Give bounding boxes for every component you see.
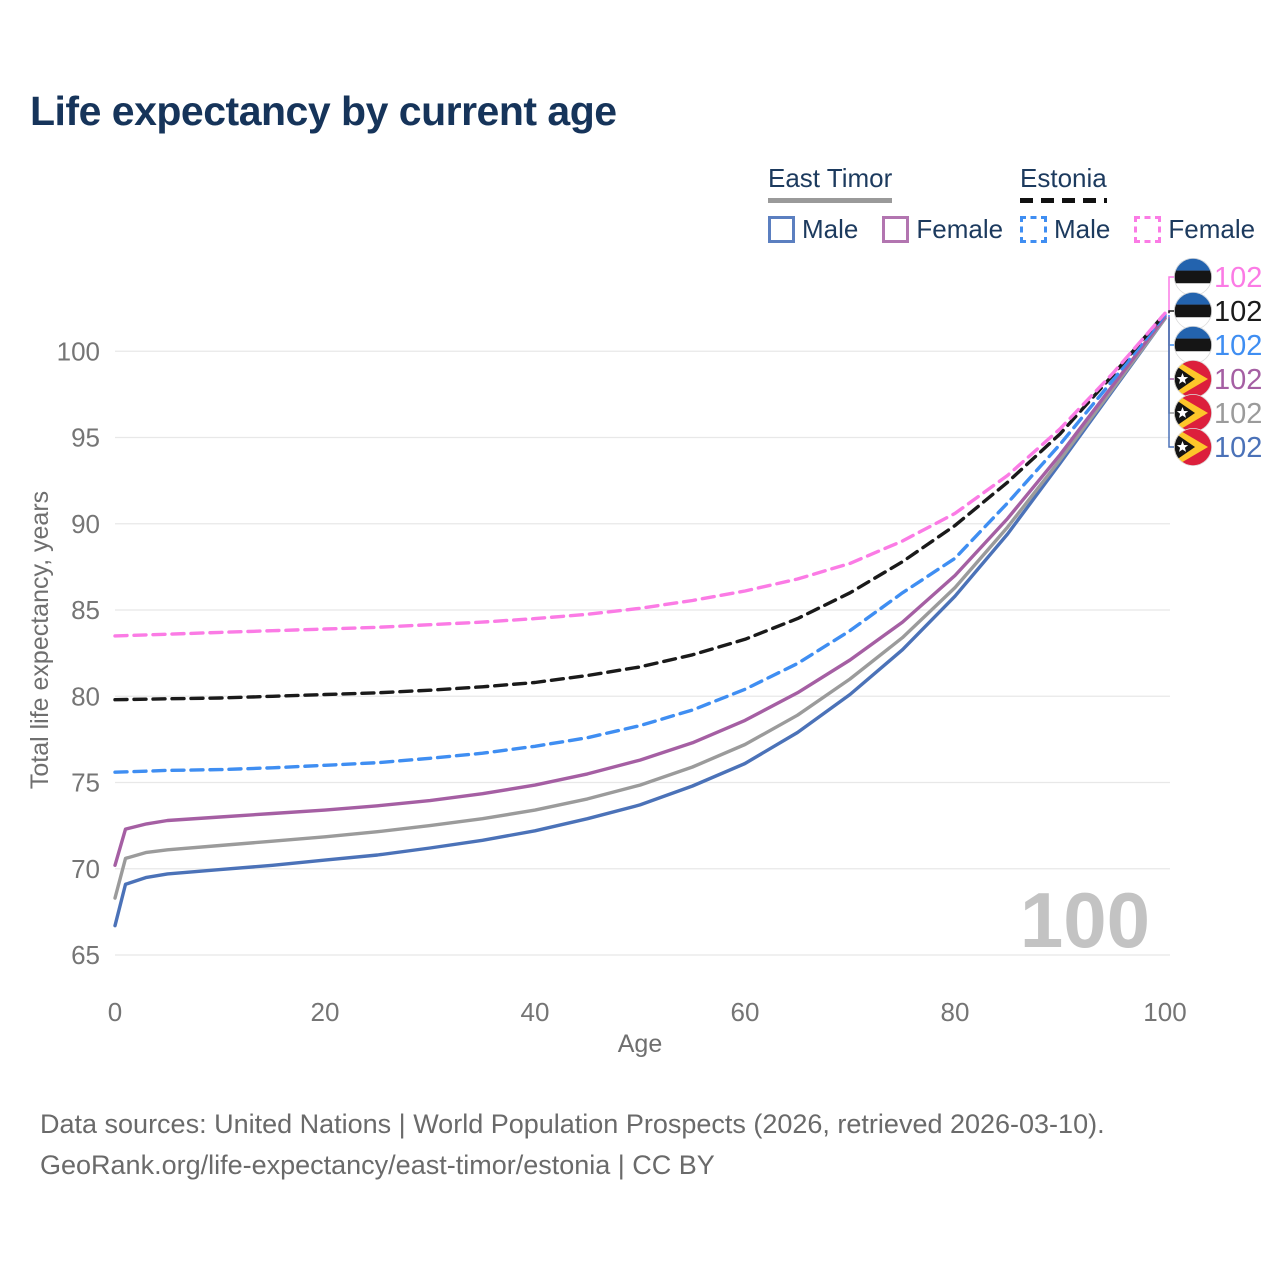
end-value-label: 102 — [1214, 262, 1262, 294]
age-counter-watermark: 100 — [1020, 876, 1150, 964]
series-line-east-timor-male — [113, 316, 1167, 928]
female-solid-swatch-icon — [882, 216, 910, 243]
x-axis-title: Age — [618, 1030, 662, 1058]
east-timor-flag-icon — [1173, 359, 1213, 399]
legend-group-east-timor: East Timor Male Female — [768, 163, 1003, 245]
east-timor-solid-line-swatch-icon — [768, 198, 893, 203]
y-axis-title: Total life expectancy, years — [26, 491, 54, 789]
x-tick-label: 0 — [108, 997, 122, 1027]
east-timor-flag-icon — [1173, 427, 1213, 467]
y-tick-label: 80 — [71, 681, 100, 711]
legend-group-estonia: Estonia Male Female — [1020, 163, 1255, 245]
female-dashed-swatch-icon — [1134, 216, 1162, 243]
series-line-estonia-male — [113, 313, 1167, 774]
footer-url-line: GeoRank.org/life-expectancy/east-timor/e… — [40, 1150, 715, 1180]
y-tick-label: 85 — [71, 595, 100, 625]
x-tick-label: 20 — [311, 997, 340, 1027]
end-value-label: 102 — [1214, 364, 1262, 396]
end-value-label: 102 — [1214, 296, 1262, 328]
y-tick-label: 95 — [71, 423, 100, 453]
legend-item-estonia-male[interactable]: Male — [1020, 214, 1110, 245]
end-label-connector — [1168, 318, 1174, 448]
series-line-east-timor-female — [113, 315, 1167, 867]
series-line-estonia-both — [113, 311, 1167, 702]
x-tick-label: 40 — [521, 997, 550, 1027]
estonia-flag-icon — [1173, 257, 1213, 297]
end-label-connector — [1168, 310, 1174, 314]
end-value-label: 102 — [1214, 398, 1262, 430]
male-dashed-swatch-icon — [1020, 216, 1047, 243]
x-tick-label: 100 — [1143, 997, 1186, 1027]
footer-source-line: Data sources: United Nations | World Pop… — [40, 1109, 1105, 1139]
legend-country-label-estonia: Estonia — [1020, 163, 1107, 203]
x-tick-label: 80 — [941, 997, 970, 1027]
end-value-label: 102 — [1214, 330, 1262, 362]
y-tick-label: 75 — [71, 768, 100, 798]
footer: Data sources: United Nations | World Pop… — [40, 1104, 1105, 1186]
east-timor-flag-icon — [1173, 393, 1213, 433]
series-line-estonia-female — [113, 311, 1167, 638]
y-tick-label: 100 — [57, 336, 100, 366]
y-tick-label: 90 — [71, 509, 100, 539]
legend-item-east-timor-female[interactable]: Female — [882, 214, 1003, 245]
legend-item-east-timor-male[interactable]: Male — [768, 214, 858, 245]
end-value-label: 102 — [1214, 432, 1262, 464]
estonia-flag-icon — [1173, 325, 1213, 365]
series-line-east-timor-both — [113, 316, 1167, 900]
legend-item-estonia-female[interactable]: Female — [1134, 214, 1255, 245]
y-tick-label: 70 — [71, 854, 100, 884]
estonia-dashed-line-swatch-icon — [1020, 198, 1107, 203]
x-tick-label: 60 — [731, 997, 760, 1027]
legend-country-label-east-timor: East Timor — [768, 163, 893, 203]
end-label-connector — [1168, 276, 1174, 314]
estonia-flag-icon — [1173, 291, 1213, 331]
page-title: Life expectancy by current age — [30, 88, 617, 134]
y-tick-label: 65 — [71, 940, 100, 970]
male-solid-swatch-icon — [768, 216, 795, 243]
legend: East Timor Male Female Estonia — [0, 163, 1280, 245]
